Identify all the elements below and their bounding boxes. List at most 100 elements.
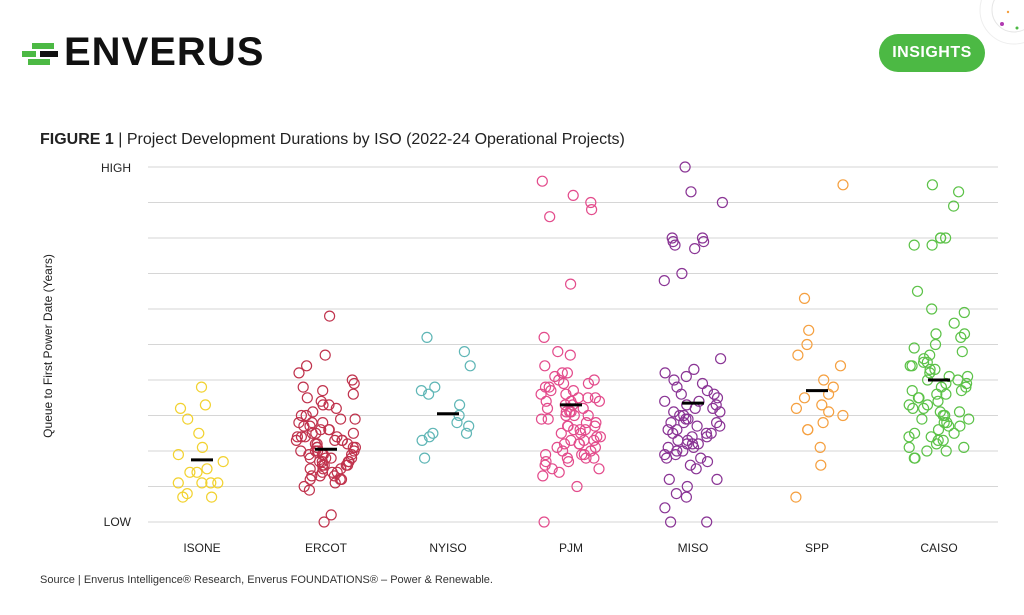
data-point-miso bbox=[710, 399, 722, 411]
source-note: Source | Enverus Intelligence® Research,… bbox=[40, 574, 493, 586]
data-point-miso bbox=[701, 385, 714, 397]
data-point-miso bbox=[716, 196, 729, 209]
data-point-caiso bbox=[960, 381, 972, 393]
data-point-miso bbox=[668, 374, 680, 386]
data-point-caiso bbox=[931, 388, 943, 400]
data-point-spp bbox=[803, 324, 815, 336]
y-axis-label: Queue to First Power Date (Years) bbox=[41, 254, 55, 438]
data-point-caiso bbox=[940, 445, 952, 457]
x-tick-label-caiso: CAISO bbox=[920, 541, 957, 555]
data-point-caiso bbox=[911, 285, 924, 297]
data-point-miso bbox=[707, 402, 719, 414]
data-point-pjm bbox=[568, 409, 580, 422]
data-point-ercot bbox=[336, 434, 348, 446]
data-point-spp bbox=[818, 374, 830, 386]
enverus-logo[interactable]: ENVERUS bbox=[22, 30, 264, 74]
data-point-pjm bbox=[591, 431, 603, 443]
data-point-miso bbox=[669, 239, 681, 251]
figure-label: FIGURE 1 bbox=[40, 131, 114, 148]
data-point-ercot bbox=[314, 456, 326, 468]
x-tick-label-pjm: PJM bbox=[559, 541, 583, 555]
data-point-nyiso bbox=[427, 427, 439, 439]
data-point-caiso bbox=[924, 349, 936, 361]
data-point-spp bbox=[823, 406, 835, 418]
data-point-miso bbox=[692, 438, 704, 450]
data-point-spp bbox=[817, 417, 829, 429]
data-point-pjm bbox=[561, 452, 574, 464]
data-point-pjm bbox=[594, 431, 607, 443]
data-point-nyiso bbox=[423, 388, 435, 400]
data-point-isone bbox=[177, 491, 189, 503]
data-point-ercot bbox=[300, 409, 312, 422]
data-point-ercot bbox=[328, 470, 340, 482]
data-point-pjm bbox=[555, 427, 567, 439]
data-point-pjm bbox=[537, 470, 549, 482]
data-point-nyiso bbox=[464, 360, 476, 372]
data-point-pjm bbox=[564, 278, 577, 290]
data-point-pjm bbox=[561, 420, 574, 432]
data-point-pjm bbox=[552, 346, 564, 358]
data-point-isone bbox=[181, 488, 193, 500]
data-point-ercot bbox=[297, 381, 309, 393]
data-point-pjm bbox=[558, 438, 571, 450]
data-point-caiso bbox=[958, 328, 971, 340]
data-point-isone bbox=[196, 441, 208, 453]
data-point-caiso bbox=[939, 232, 952, 244]
data-point-spp bbox=[822, 388, 835, 400]
data-point-ercot bbox=[347, 427, 359, 439]
data-point-caiso bbox=[953, 406, 966, 418]
data-point-caiso bbox=[954, 420, 966, 432]
data-point-pjm bbox=[571, 480, 583, 493]
data-point-miso bbox=[658, 275, 670, 287]
data-point-caiso bbox=[929, 363, 941, 375]
data-point-miso bbox=[675, 388, 687, 400]
data-point-caiso bbox=[926, 303, 938, 315]
data-point-ercot bbox=[316, 459, 329, 471]
insights-button[interactable]: INSIGHTS bbox=[879, 34, 985, 72]
data-point-pjm bbox=[578, 449, 590, 461]
data-point-ercot bbox=[317, 399, 329, 411]
data-point-caiso bbox=[941, 417, 953, 429]
data-point-miso bbox=[714, 406, 726, 418]
data-point-caiso bbox=[934, 232, 947, 244]
data-point-ercot bbox=[311, 441, 323, 453]
data-point-caiso bbox=[939, 409, 951, 422]
x-tick-label-nyiso: NYISO bbox=[429, 541, 466, 555]
data-point-ercot bbox=[334, 473, 346, 485]
data-point-pjm bbox=[538, 516, 550, 528]
data-point-miso bbox=[685, 186, 697, 198]
data-point-miso bbox=[693, 395, 705, 407]
data-point-isone bbox=[212, 477, 224, 489]
data-point-ercot bbox=[304, 473, 316, 485]
data-point-caiso bbox=[903, 399, 915, 411]
data-point-caiso bbox=[932, 395, 944, 407]
data-point-ercot bbox=[342, 456, 354, 468]
data-point-miso bbox=[705, 427, 717, 439]
data-point-pjm bbox=[588, 434, 600, 446]
data-points bbox=[172, 161, 975, 528]
data-point-ercot bbox=[295, 431, 307, 443]
data-point-spp bbox=[837, 179, 849, 191]
data-point-pjm bbox=[542, 413, 554, 425]
data-point-pjm bbox=[535, 413, 548, 425]
data-point-pjm bbox=[567, 189, 579, 201]
data-point-pjm bbox=[582, 392, 594, 404]
data-point-spp bbox=[816, 399, 828, 411]
data-point-ercot bbox=[316, 466, 328, 478]
data-point-nyiso bbox=[463, 420, 475, 432]
data-point-pjm bbox=[553, 466, 565, 478]
data-point-nyiso bbox=[415, 385, 427, 397]
data-point-caiso bbox=[961, 370, 974, 383]
data-point-isone bbox=[205, 477, 217, 489]
data-point-caiso bbox=[937, 434, 949, 446]
data-point-isone bbox=[195, 381, 208, 393]
data-point-ercot bbox=[301, 360, 313, 372]
data-point-miso bbox=[670, 488, 683, 500]
data-point-miso bbox=[680, 491, 693, 503]
data-point-ercot bbox=[306, 417, 318, 429]
data-point-caiso bbox=[904, 360, 916, 372]
data-point-ercot bbox=[324, 310, 336, 322]
data-point-miso bbox=[701, 516, 713, 528]
data-point-caiso bbox=[930, 438, 943, 450]
data-point-pjm bbox=[582, 409, 594, 422]
